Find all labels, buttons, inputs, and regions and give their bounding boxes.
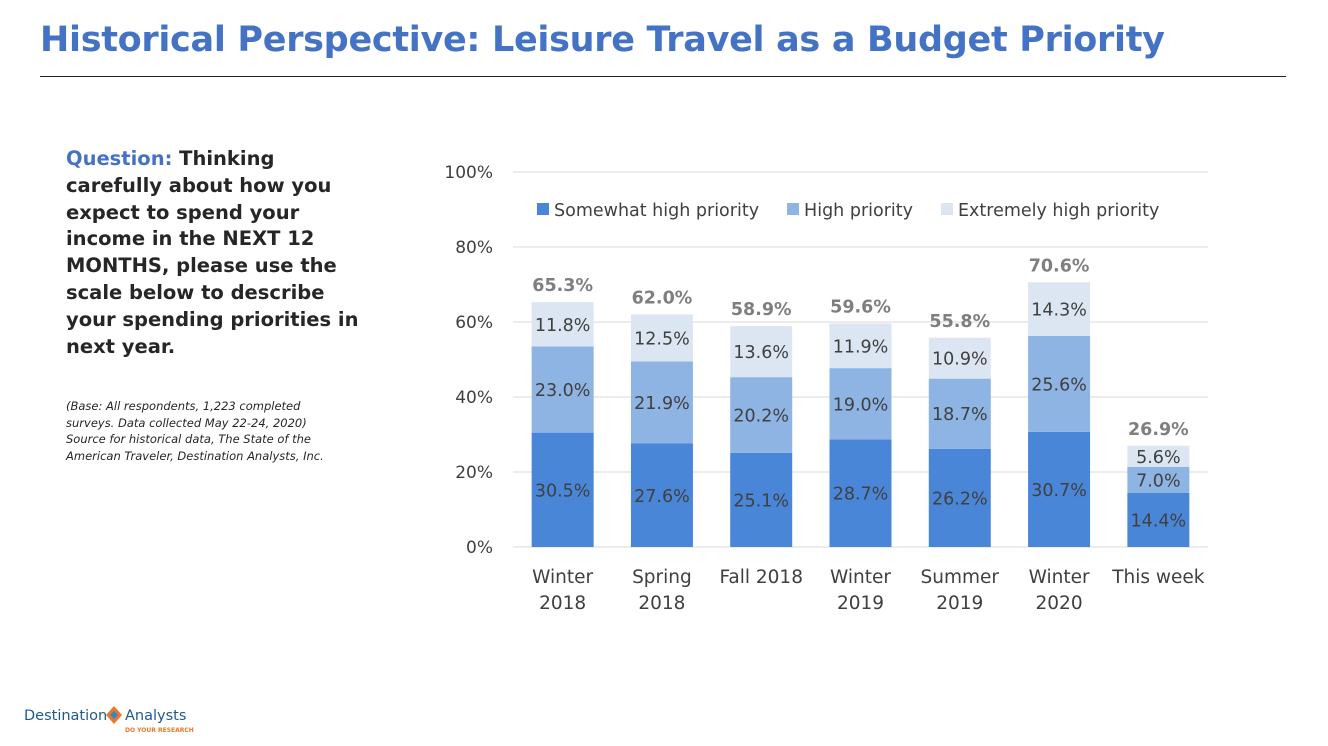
data-label: 30.5%: [535, 481, 591, 501]
bar-segment: [928, 448, 991, 547]
total-label: 70.6%: [1029, 256, 1090, 276]
page-title: Historical Perspective: Leisure Travel a…: [40, 20, 1165, 60]
bar-segment: [730, 452, 793, 547]
data-label: 21.9%: [634, 394, 690, 414]
base-note: (Base: All respondents, 1,223 completed …: [66, 399, 324, 463]
bar-segment: [1028, 335, 1091, 432]
question-text: Thinking carefully about how you expect …: [66, 147, 359, 358]
logo-name-part2: Analysts: [125, 708, 187, 724]
data-label: 11.8%: [535, 316, 591, 336]
bar-segment: [829, 323, 892, 369]
legend-label: Somewhat high priority: [554, 201, 759, 221]
data-label: 28.7%: [833, 485, 889, 505]
total-label: 58.9%: [731, 300, 792, 320]
total-label: 26.9%: [1128, 420, 1189, 440]
total-label: 62.0%: [632, 289, 693, 309]
bar-segment: [1127, 466, 1190, 493]
bar-segment: [928, 378, 991, 449]
question-label: Question:: [66, 147, 173, 170]
bar-segment: [1127, 493, 1190, 547]
data-label: 13.6%: [733, 343, 789, 363]
data-label: 7.0%: [1136, 471, 1180, 491]
x-tick-label: 2020: [1036, 593, 1083, 614]
question-block: Question: Thinking carefully about how y…: [66, 146, 366, 360]
logo-name-part1: Destination: [24, 708, 108, 724]
title-divider: [40, 76, 1286, 77]
legend-swatch: [940, 203, 953, 215]
data-label: 11.9%: [833, 337, 889, 357]
bar-segment: [630, 443, 693, 547]
y-tick-label: 100%: [444, 163, 493, 183]
total-label: 59.6%: [830, 298, 891, 318]
x-tick-label: Winter: [532, 567, 593, 588]
bar-segment: [730, 326, 793, 378]
bar-segment: [630, 314, 693, 362]
company-logo: Destination Analysts DO YOUR RESEARCH: [24, 704, 224, 738]
data-label: 25.1%: [733, 491, 789, 511]
x-tick-label: Spring: [632, 567, 692, 588]
y-tick-label: 80%: [455, 238, 493, 258]
x-tick-label: This week: [1111, 567, 1205, 588]
legend-swatch: [537, 203, 549, 215]
data-label: 25.6%: [1031, 375, 1087, 395]
total-label: 65.3%: [532, 276, 593, 296]
data-label: 30.7%: [1031, 481, 1087, 501]
diamond-logo-icon: [106, 706, 122, 724]
bar-segment: [630, 361, 693, 444]
data-label: 20.2%: [733, 407, 789, 427]
bar-segment: [1028, 282, 1091, 336]
logo-tagline: DO YOUR RESEARCH: [125, 727, 194, 734]
bar-segment: [1127, 445, 1190, 467]
data-label: 18.7%: [932, 405, 988, 425]
data-label: 14.3%: [1031, 301, 1087, 321]
x-tick-label: Fall 2018: [719, 567, 803, 588]
x-tick-label: Summer: [921, 567, 1000, 588]
bar-segment: [829, 368, 892, 440]
x-tick-label: Winter: [1029, 567, 1090, 588]
data-label: 14.4%: [1131, 512, 1187, 532]
data-label: 5.6%: [1136, 448, 1180, 468]
data-label: 12.5%: [634, 329, 690, 349]
y-tick-label: 60%: [455, 313, 493, 333]
total-label: 55.8%: [929, 312, 990, 332]
bar-segment: [829, 439, 892, 547]
bar-segment: [531, 302, 594, 347]
legend-label: High priority: [804, 201, 913, 221]
data-label: 27.6%: [634, 487, 690, 507]
bar-segment: [730, 377, 793, 453]
x-tick-label: Winter: [830, 567, 891, 588]
data-label: 23.0%: [535, 381, 591, 401]
y-tick-label: 40%: [455, 388, 493, 408]
bar-segment: [531, 432, 594, 547]
bar-segment: [531, 346, 594, 433]
data-label: 26.2%: [932, 489, 988, 509]
legend-label: Extremely high priority: [958, 201, 1159, 221]
bar-segment: [1028, 431, 1091, 547]
x-tick-label: 2018: [638, 593, 685, 614]
data-label: 19.0%: [833, 395, 889, 415]
x-tick-label: 2019: [936, 593, 983, 614]
legend-swatch: [787, 203, 800, 215]
data-label: 10.9%: [932, 350, 988, 370]
bar-segment: [928, 337, 991, 379]
y-tick-label: 0%: [466, 538, 493, 558]
x-tick-label: 2018: [539, 593, 586, 614]
x-tick-label: 2019: [837, 593, 884, 614]
y-tick-label: 20%: [455, 463, 493, 483]
